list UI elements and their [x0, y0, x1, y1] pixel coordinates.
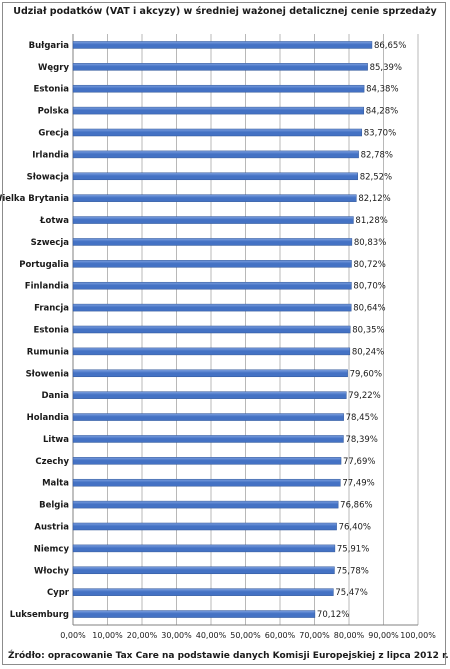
x-tick-labels: 0,00% 10,00% 20,00% 30,00% 40,00% 50,00% 60,00… [60, 631, 436, 640]
bar [72, 194, 357, 202]
bar [72, 347, 351, 356]
bar [72, 522, 337, 531]
category-label: Szwecja [31, 238, 70, 248]
category-label: Rumunia [27, 347, 69, 357]
bar [72, 325, 351, 334]
value-label: 75,47% [335, 588, 367, 598]
bar [72, 610, 316, 618]
category-label: Wielka Brytania [0, 194, 69, 204]
category-label: Czechy [35, 457, 69, 467]
value-label: 80,72% [353, 260, 385, 270]
bar [72, 500, 339, 509]
bar [72, 260, 352, 268]
bars [72, 41, 373, 618]
value-label: 82,12% [358, 194, 390, 204]
chart-title: Udział podatków (VAT i akcyzy) w średnie… [13, 6, 437, 17]
bar [72, 457, 342, 465]
category-label: Malta [42, 479, 69, 489]
bar [72, 216, 354, 224]
x-tick-label: 10,00% [92, 631, 123, 640]
bar [72, 84, 365, 93]
category-label: Estonia [34, 326, 70, 336]
value-label: 77,49% [342, 479, 374, 489]
category-label: Estonia [34, 85, 70, 95]
bar [72, 41, 373, 49]
category-label: Austria [34, 523, 69, 533]
value-label: 85,39% [370, 63, 402, 73]
x-tick-label: 20,00% [127, 631, 158, 640]
x-tick-label: 60,00% [265, 631, 296, 640]
value-label: 79,22% [348, 391, 380, 401]
category-label: Cypr [47, 588, 70, 598]
value-label: 80,24% [352, 347, 384, 357]
value-label: 82,52% [360, 172, 392, 182]
value-label: 80,35% [352, 326, 384, 336]
category-label: Bułgaria [29, 41, 70, 51]
category-label: Polska [38, 107, 70, 117]
bar [72, 544, 336, 553]
value-label: 81,28% [355, 216, 387, 226]
category-label: Belgia [39, 501, 69, 511]
category-label: Holandia [27, 413, 70, 423]
category-label: Litwa [43, 435, 69, 445]
value-labels: 86,65% 85,39% 84,38% 84,28% 83,70% 82,78% 82,5… [317, 41, 406, 620]
x-tick-label: 50,00% [230, 631, 261, 640]
category-label: Francja [34, 304, 69, 314]
value-label: 75,78% [336, 566, 368, 576]
value-label: 76,86% [340, 501, 372, 511]
bar [72, 106, 365, 115]
category-label: Słowacja [27, 172, 70, 182]
bar [72, 281, 352, 290]
bar [72, 588, 334, 596]
value-label: 83,70% [364, 129, 396, 139]
value-label: 79,60% [350, 369, 382, 379]
x-tick-label: 70,00% [299, 631, 330, 640]
bar [72, 566, 335, 575]
bar [72, 63, 368, 71]
category-labels: Bułgaria Węgry Estonia Polska Grecja Irlandia… [0, 41, 70, 620]
bar [72, 369, 348, 378]
value-label: 75,91% [337, 544, 369, 554]
bar [72, 478, 341, 487]
x-tick-label: 80,00% [334, 631, 365, 640]
category-label: Włochy [34, 566, 69, 576]
bar [72, 150, 359, 159]
category-label: Dania [42, 391, 70, 401]
value-label: 76,40% [339, 523, 371, 533]
bar [72, 435, 344, 443]
x-tick-label: 30,00% [161, 631, 192, 640]
value-label: 70,12% [317, 610, 349, 620]
value-label: 86,65% [374, 41, 406, 51]
bar [72, 128, 363, 137]
x-tick-label: 40,00% [196, 631, 227, 640]
value-label: 80,64% [353, 304, 385, 314]
bar [72, 391, 347, 399]
bar [72, 303, 352, 312]
value-label: 78,45% [346, 413, 378, 423]
category-label: Portugalia [19, 260, 69, 270]
value-label: 78,39% [345, 435, 377, 445]
value-label: 84,28% [366, 107, 398, 117]
category-label: Grecja [38, 129, 69, 139]
value-label: 77,69% [343, 457, 375, 467]
source-note: Źródło: opracowanie Tax Care na podstawi… [8, 651, 449, 661]
category-label: Luksemburg [10, 610, 69, 620]
x-tick-label: 0,00% [60, 631, 86, 640]
value-label: 84,38% [366, 85, 398, 95]
category-label: Finlandia [25, 282, 69, 292]
value-label: 82,78% [361, 150, 393, 160]
bar [72, 413, 344, 421]
value-label: 80,83% [354, 238, 386, 248]
bar [72, 238, 353, 246]
category-label: Słowenia [26, 369, 70, 379]
value-label: 80,70% [353, 282, 385, 292]
category-label: Węgry [38, 63, 69, 73]
bar [72, 172, 358, 181]
category-label: Łotwa [39, 216, 69, 226]
category-label: Niemcy [34, 544, 70, 554]
x-tick-label: 100,00% [400, 631, 436, 640]
category-label: Irlandia [32, 150, 69, 160]
x-tick-label: 90,00% [368, 631, 399, 640]
